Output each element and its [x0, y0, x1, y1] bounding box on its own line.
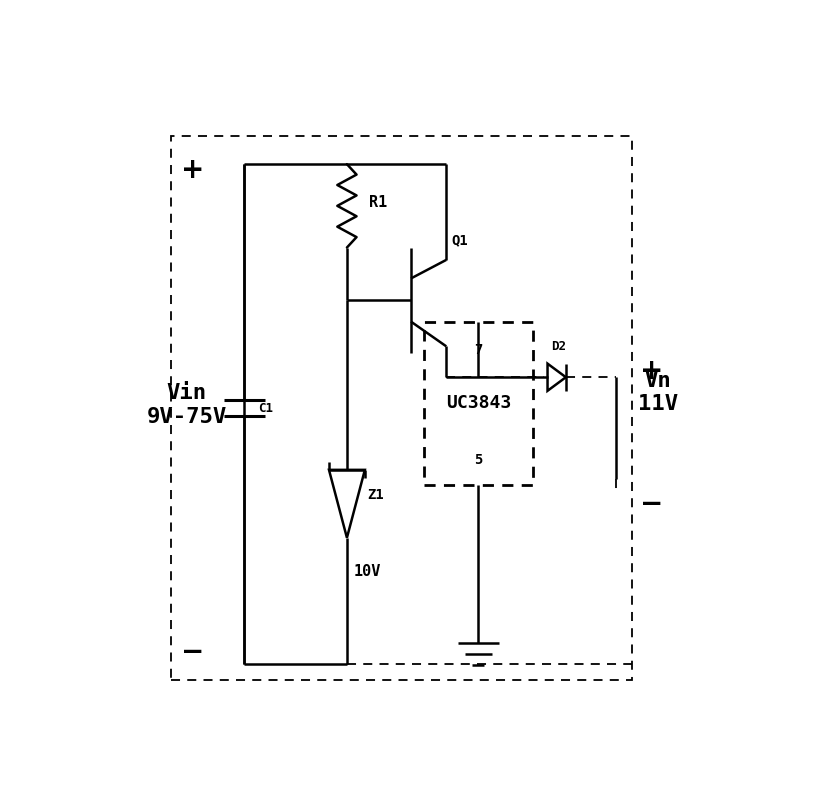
Text: Z1: Z1: [367, 488, 385, 501]
Text: 5: 5: [474, 453, 482, 467]
Text: Vin
9V-75V: Vin 9V-75V: [146, 383, 227, 427]
Bar: [170, 136, 632, 680]
Text: +: +: [639, 357, 663, 385]
Text: 10V: 10V: [353, 565, 380, 579]
Text: UC3843: UC3843: [446, 395, 511, 412]
Text: R1: R1: [370, 195, 388, 210]
Text: −: −: [640, 490, 663, 518]
Polygon shape: [433, 334, 447, 346]
Text: 7: 7: [474, 343, 482, 357]
Text: −: −: [181, 638, 205, 666]
Bar: [424, 322, 533, 485]
Text: C1: C1: [259, 402, 274, 415]
Text: +: +: [181, 156, 205, 184]
Text: Q1: Q1: [452, 233, 468, 248]
Text: Vn
11V: Vn 11V: [638, 371, 678, 415]
Text: D2: D2: [551, 339, 566, 353]
